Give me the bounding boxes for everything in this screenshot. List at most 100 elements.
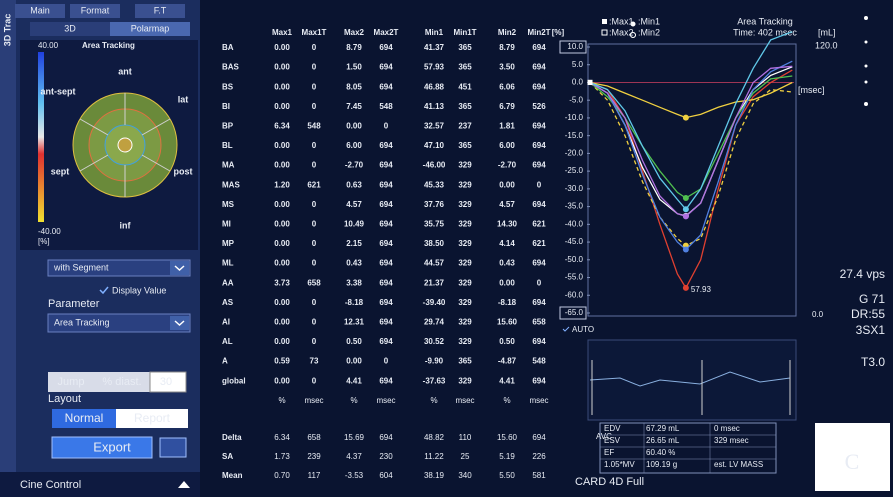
cell: -9.90: [425, 357, 444, 366]
segment-dropdown[interactable]: [47, 259, 191, 277]
cell: 694: [379, 141, 393, 150]
dot: [864, 16, 868, 20]
cell: 44.57: [424, 259, 445, 268]
x-unit: [msec]: [798, 85, 825, 95]
unit: msec: [376, 396, 395, 405]
cell: 0.00: [274, 298, 290, 307]
dropdown-arrow[interactable]: [170, 261, 189, 275]
map-label: inf: [120, 220, 132, 230]
row-label: BL: [222, 141, 233, 150]
info-cell: 67.29 mL: [646, 424, 680, 433]
cell: 694: [379, 161, 393, 170]
cell: 12.31: [344, 318, 365, 327]
dropdown-text: Area Tracking: [54, 317, 110, 327]
tab[interactable]: [70, 4, 120, 18]
cell: 6.34: [274, 122, 290, 131]
dropdown-arrow[interactable]: [170, 316, 189, 330]
map-label: sept: [51, 166, 70, 176]
export-button[interactable]: [51, 436, 153, 459]
cell: 14.30: [497, 220, 518, 229]
cell: 8.79: [499, 43, 515, 52]
button-label: Report: [134, 411, 171, 425]
cell: 365: [458, 102, 472, 111]
column-header: Min2: [498, 28, 517, 37]
cell: 0.00: [274, 239, 290, 248]
row-label: BAS: [222, 63, 240, 72]
cell: 15.69: [344, 433, 365, 442]
cell: 47.10: [424, 141, 445, 150]
cell: 694: [532, 298, 546, 307]
cell: 0.00: [346, 122, 362, 131]
subtab-label: Polarmap: [131, 23, 170, 33]
jump-button[interactable]: [48, 372, 94, 392]
cell: 0: [384, 357, 389, 366]
info-cell: est. LV MASS: [714, 460, 763, 469]
cell: 694: [532, 82, 546, 91]
min-marker: [682, 114, 689, 121]
tab[interactable]: [15, 4, 65, 18]
column-header: Max1T: [302, 28, 327, 37]
cursor-lines: [591, 360, 791, 415]
cell: 0.00: [274, 200, 290, 209]
cell: 25: [461, 452, 470, 461]
cell: 110: [459, 433, 472, 442]
column-header: [%]: [552, 28, 565, 37]
y-tick-label: -55.0: [565, 273, 584, 282]
vertical-tab-label: 3D Trac: [2, 14, 12, 47]
row-label: BA: [222, 43, 234, 52]
parameter-dropdown[interactable]: [47, 313, 191, 333]
jump-input[interactable]: [149, 371, 187, 393]
cell: 0.00: [274, 102, 290, 111]
cell: 8.79: [346, 43, 362, 52]
min-marker: [682, 246, 689, 253]
report-button[interactable]: [116, 409, 188, 428]
jump-unit: [94, 372, 150, 392]
cell: 694: [379, 433, 393, 442]
cell: 0.00: [274, 82, 290, 91]
cell: 658: [532, 318, 546, 327]
settings-button[interactable]: [159, 437, 187, 458]
cell: 6.34: [274, 433, 290, 442]
info-cell: 1.05*MV: [604, 460, 635, 469]
ecg-trace: [589, 371, 791, 387]
vertical-tab[interactable]: [0, 0, 16, 472]
cell: 329: [458, 220, 472, 229]
scale-max: 40.00: [38, 41, 59, 50]
cell: 621: [532, 239, 546, 248]
unit: msec: [304, 396, 323, 405]
subtab[interactable]: [110, 22, 190, 36]
cell: 694: [379, 278, 393, 287]
scale-unit: [%]: [38, 237, 50, 246]
normal-button[interactable]: [52, 409, 116, 428]
cell: 0.00: [274, 318, 290, 327]
cell: 694: [532, 141, 546, 150]
cell: 3.50: [499, 63, 515, 72]
y2-top: 120.0: [815, 40, 838, 50]
corner-box: [815, 423, 890, 491]
cell: 37.76: [424, 200, 445, 209]
checkmark[interactable]: [99, 286, 109, 295]
unit: msec: [455, 396, 474, 405]
cell: 621: [532, 220, 546, 229]
info-cell: 0 msec: [714, 424, 740, 433]
dot: [864, 102, 868, 106]
cell: -46.00: [423, 161, 446, 170]
cine-bar[interactable]: [0, 472, 200, 497]
tab[interactable]: [135, 4, 185, 18]
cell: 3.38: [346, 278, 362, 287]
cell: 1.20: [274, 180, 290, 189]
y-tick-label: 0.0: [572, 78, 584, 87]
cell: -2.70: [498, 161, 517, 170]
legend-entry: :Min2: [638, 27, 660, 37]
subtab[interactable]: [30, 22, 110, 36]
cell: 0.63: [346, 180, 362, 189]
y-tick-label: -45.0: [565, 237, 584, 246]
cell: 1.81: [499, 122, 515, 131]
row-label: BP: [222, 122, 234, 131]
cell: 329: [458, 298, 472, 307]
cell: 329: [458, 239, 472, 248]
cell: 621: [307, 180, 321, 189]
legend-marks: [601, 29, 636, 38]
cell: 0: [312, 337, 317, 346]
row-label: Delta: [222, 433, 242, 442]
